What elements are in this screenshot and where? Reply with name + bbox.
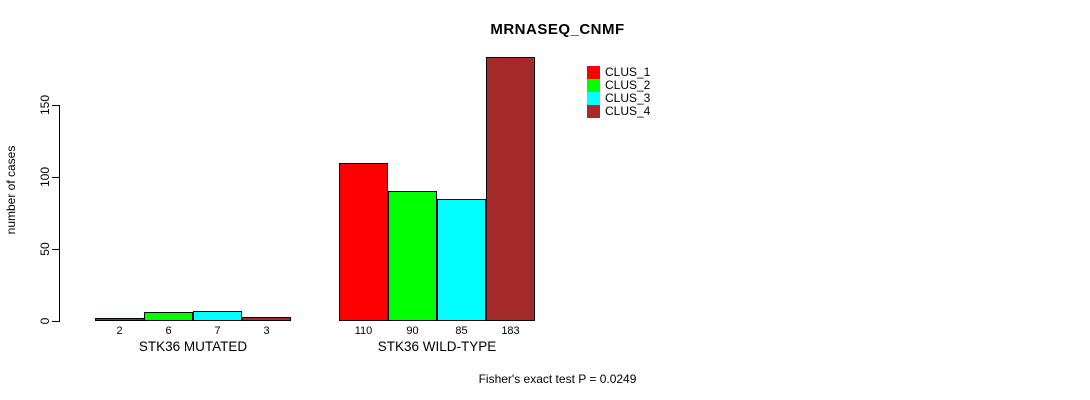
bar-clus_4 — [242, 317, 291, 321]
fisher-test-annotation: Fisher's exact test P = 0.0249 — [478, 372, 637, 386]
bar-value-label: 90 — [406, 325, 419, 337]
y-axis-tick — [52, 105, 59, 106]
y-axis-tick-label: 150 — [38, 94, 52, 116]
legend-swatch — [587, 66, 600, 79]
y-axis-tick-label: 100 — [38, 166, 52, 188]
y-axis-tick-label: 0 — [38, 317, 52, 325]
category-label: STK36 MUTATED — [138, 339, 248, 354]
legend-item: CLUS_1 — [587, 66, 650, 79]
bar-clus_3 — [193, 311, 242, 321]
legend-item: CLUS_3 — [587, 92, 650, 105]
legend-label: CLUS_3 — [605, 91, 651, 105]
legend-swatch — [587, 105, 600, 118]
legend-label: CLUS_2 — [605, 78, 651, 92]
bar-value-label: 2 — [116, 325, 123, 337]
bar-value-label: 3 — [263, 325, 270, 337]
bar-value-label: 7 — [214, 325, 221, 337]
bar-clus_1 — [339, 163, 388, 321]
bar-value-label: 183 — [501, 325, 520, 337]
bar-clus_2 — [144, 312, 193, 321]
legend-item: CLUS_4 — [587, 105, 650, 118]
legend: CLUS_1 CLUS_2 CLUS_3 CLUS_4 — [587, 66, 650, 118]
bar-value-label: 85 — [455, 325, 468, 337]
y-axis-tick — [52, 177, 59, 178]
legend-label: CLUS_1 — [605, 65, 651, 79]
legend-swatch — [587, 79, 600, 92]
y-axis-tick — [52, 249, 59, 250]
y-axis-tick — [52, 321, 59, 322]
bar-clus_2 — [388, 191, 437, 321]
category-label: STK36 WILD-TYPE — [377, 339, 497, 354]
bar-clus_4 — [486, 57, 535, 321]
bar-clus_3 — [437, 199, 486, 321]
y-axis-label: number of cases — [4, 145, 18, 235]
bar-value-label: 6 — [165, 325, 172, 337]
legend-label: CLUS_4 — [605, 104, 651, 118]
legend-item: CLUS_2 — [587, 79, 650, 92]
bar-value-label: 110 — [354, 325, 373, 337]
y-axis-tick-label: 50 — [38, 242, 52, 256]
bar-clus_1 — [95, 318, 144, 321]
legend-swatch — [587, 92, 600, 105]
chart-title: MRNASEQ_CNMF — [490, 21, 625, 38]
y-axis-line — [59, 105, 60, 322]
